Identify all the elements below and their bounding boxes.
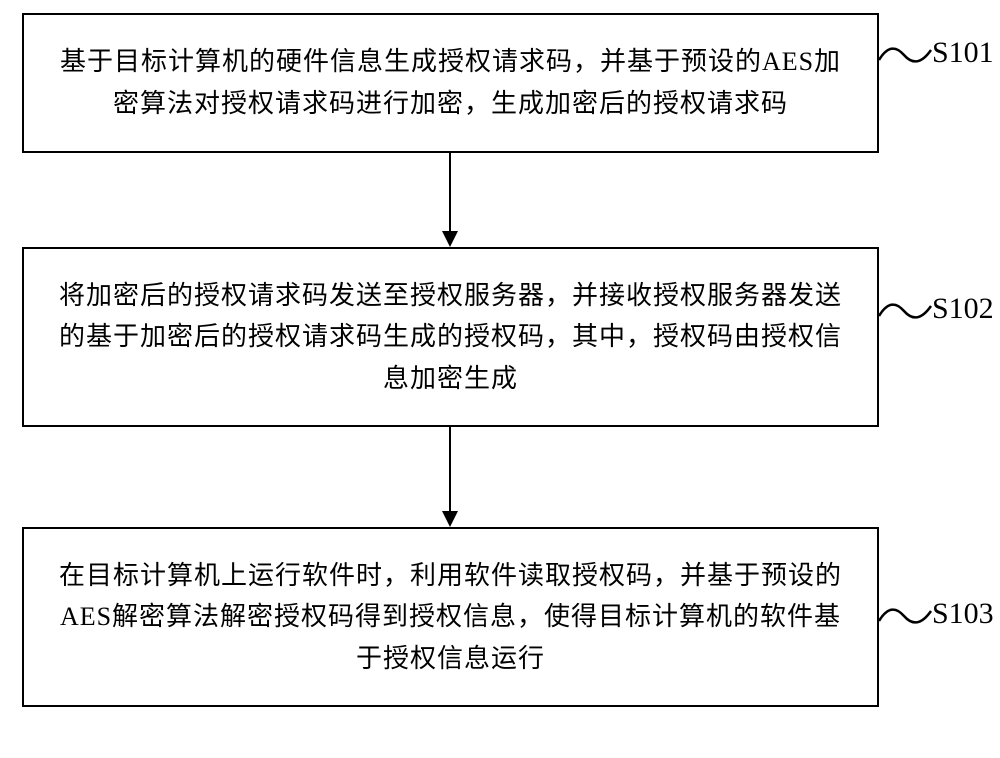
step-label-2: S102 [932, 292, 994, 326]
step-label-1: S101 [932, 36, 994, 70]
flow-step-2: 将加密后的授权请求码发送至授权服务器，并接收授权服务器发送的基于加密后的授权请求… [22, 247, 879, 427]
flow-step-3: 在目标计算机上运行软件时，利用软件读取授权码，并基于预设的AES解密算法解密授权… [22, 527, 879, 707]
arrow-2 [440, 427, 460, 527]
flow-step-3-text: 在目标计算机上运行软件时，利用软件读取授权码，并基于预设的AES解密算法解密授权… [24, 545, 877, 690]
wave-connector-2 [879, 291, 934, 331]
flowchart-container: 基于目标计算机的硬件信息生成授权请求码，并基于预设的AES加密算法对授权请求码进… [0, 0, 1000, 758]
flow-step-1: 基于目标计算机的硬件信息生成授权请求码，并基于预设的AES加密算法对授权请求码进… [22, 13, 879, 153]
flow-step-2-text: 将加密后的授权请求码发送至授权服务器，并接收授权服务器发送的基于加密后的授权请求… [24, 265, 877, 410]
flow-step-1-text: 基于目标计算机的硬件信息生成授权请求码，并基于预设的AES加密算法对授权请求码进… [24, 31, 877, 134]
wave-connector-1 [879, 35, 934, 75]
step-label-3: S103 [932, 597, 994, 631]
wave-connector-3 [879, 596, 934, 636]
arrow-1 [440, 153, 460, 247]
